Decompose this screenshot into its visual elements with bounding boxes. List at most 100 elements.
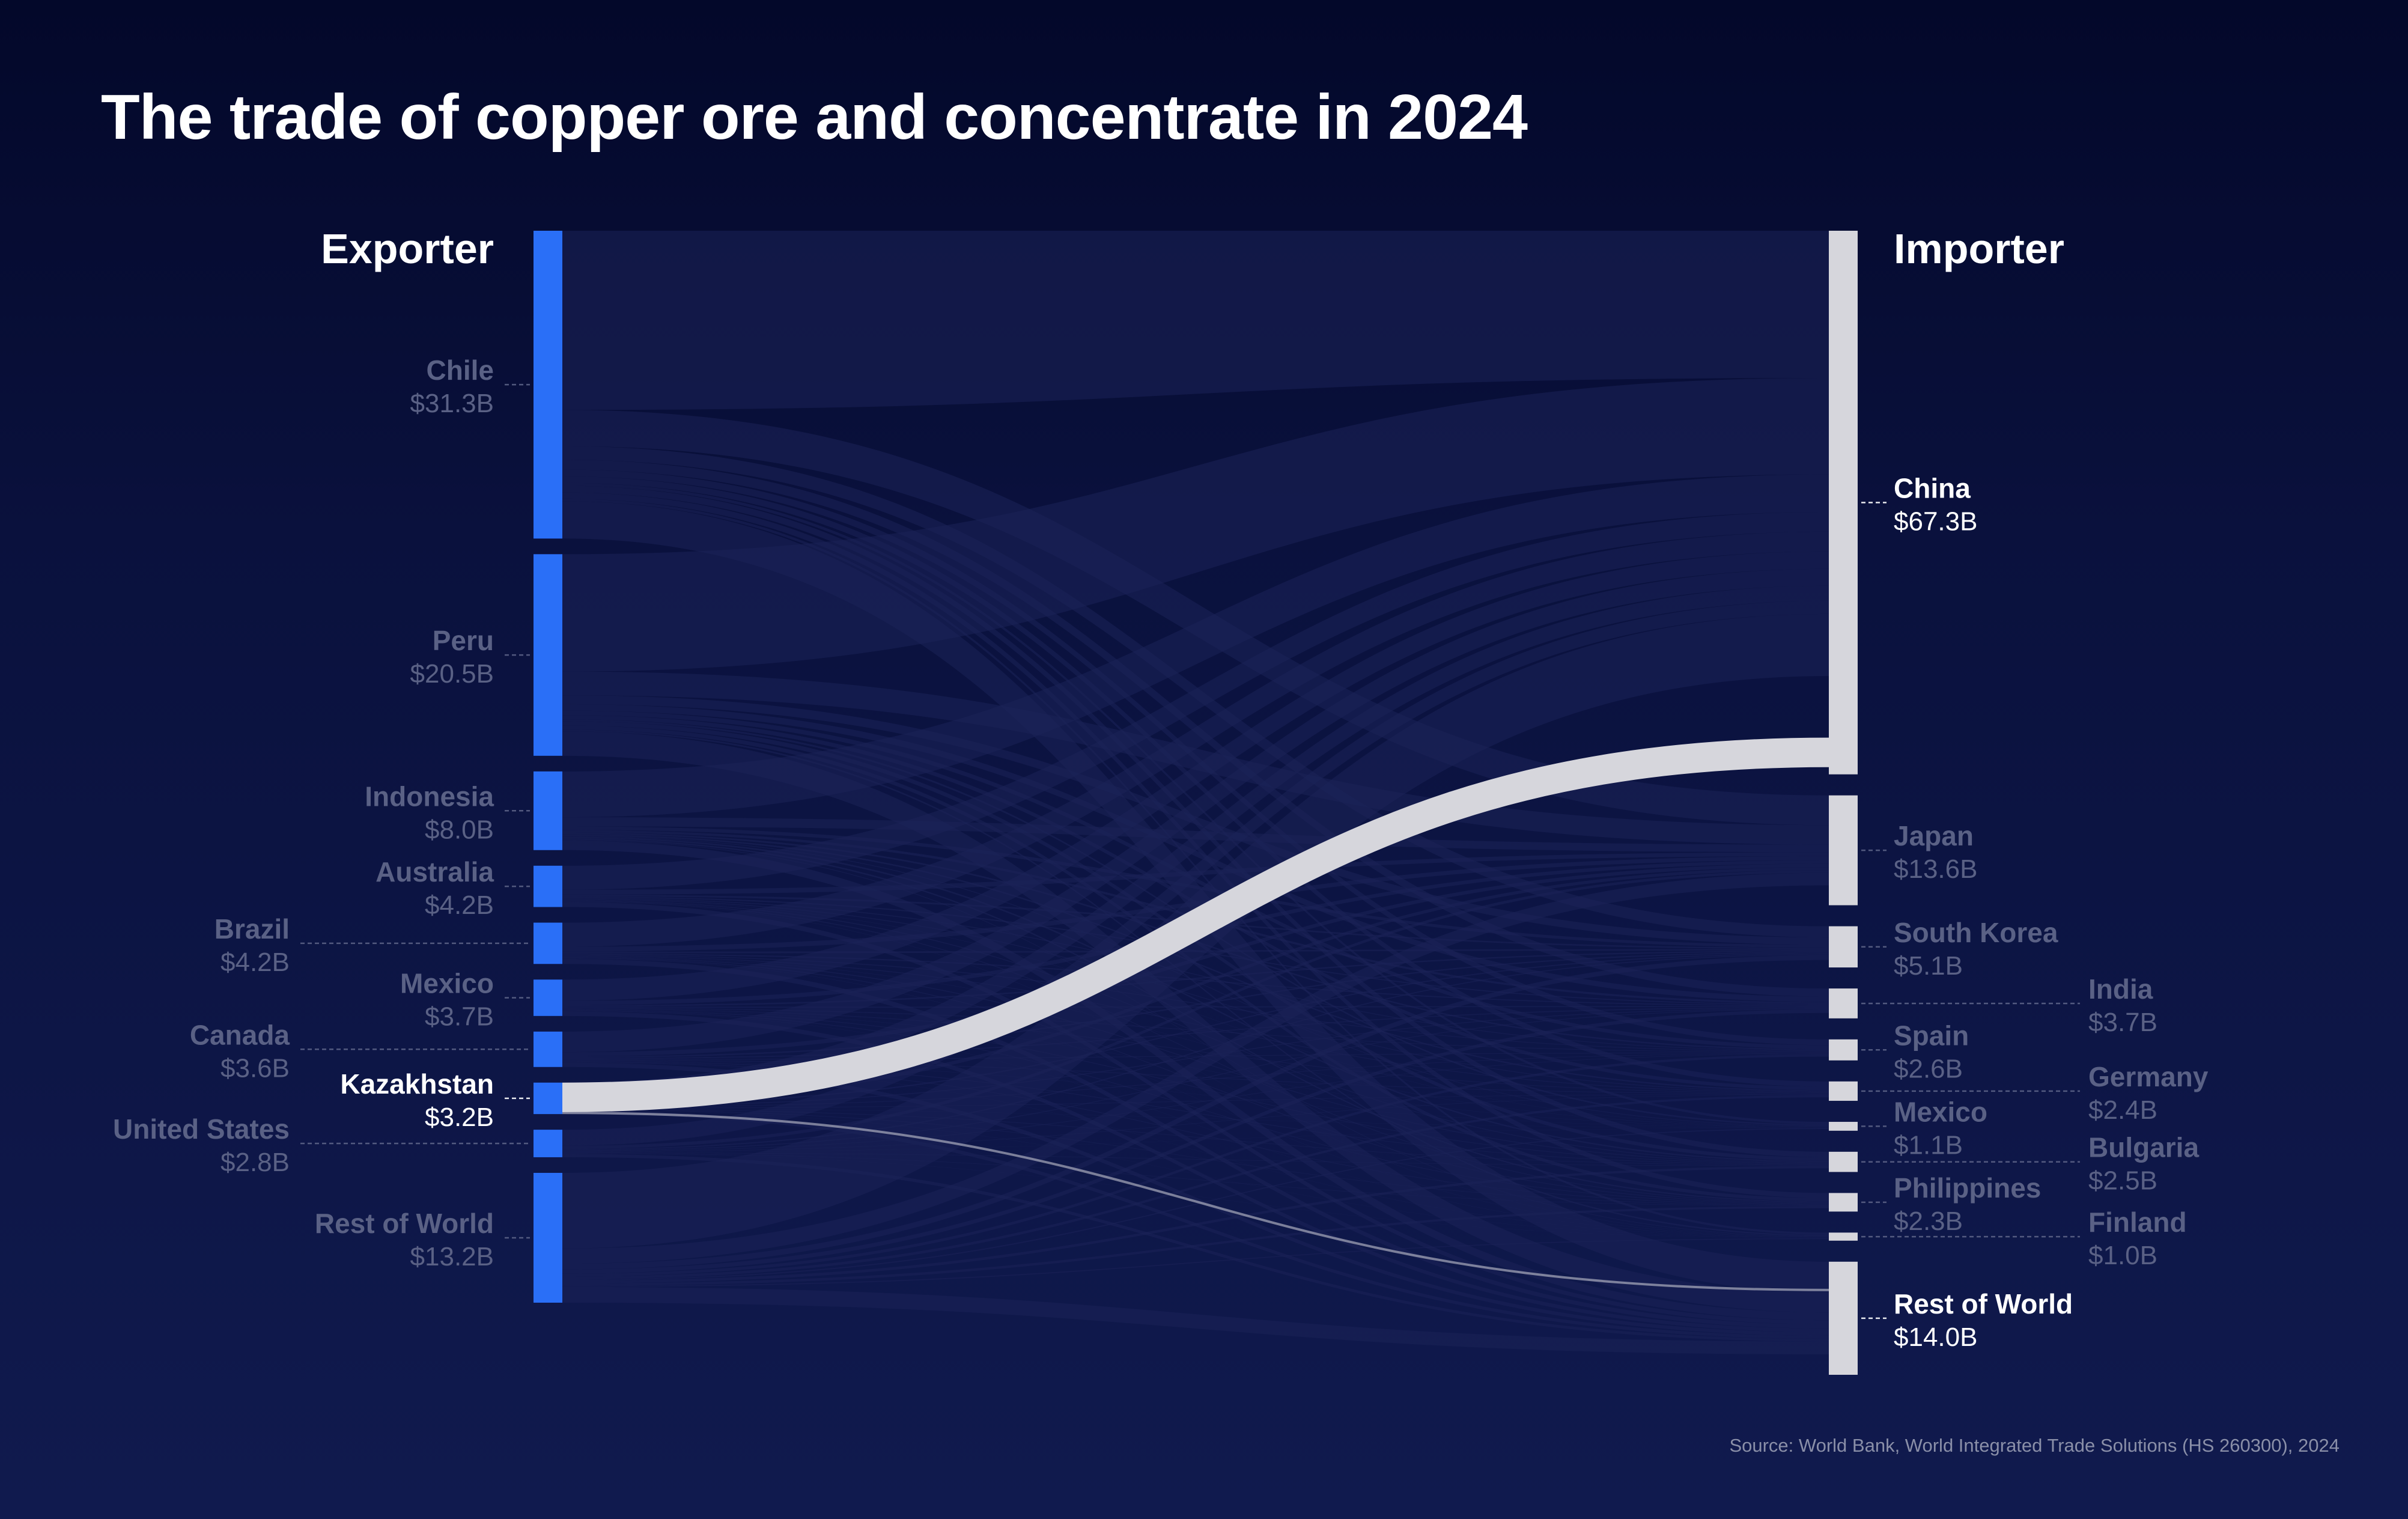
exporter-name-chile: Chile — [427, 355, 494, 386]
flow-rest-of-world-to-finland — [562, 1238, 1829, 1287]
exporter-bar-united-states — [534, 1130, 562, 1157]
flow-kazakhstan-to-south-korea — [562, 953, 1829, 1106]
importer-name-bulgaria: Bulgaria — [2088, 1132, 2199, 1163]
importer-bar-mexico — [1829, 1122, 1858, 1131]
exporter-value-rest-of-world: $13.2B — [410, 1242, 494, 1271]
importer-value-mexico: $1.1B — [1894, 1130, 1963, 1160]
exporter-bar-indonesia — [534, 771, 562, 850]
flow-australia-to-germany — [562, 898, 1829, 1092]
importer-bar-germany — [1829, 1081, 1858, 1101]
flow-united-states-to-south-korea — [562, 954, 1829, 1151]
flow-canada-to-spain — [562, 1052, 1829, 1060]
importer-name-china: China — [1894, 472, 1971, 504]
flow-peru-to-japan — [562, 671, 1829, 845]
flow-indonesia-to-bulgaria — [562, 836, 1829, 1163]
importer-bar-china — [1829, 231, 1858, 775]
importer-bar-japan — [1829, 795, 1858, 906]
flow-canada-to-germany — [562, 1059, 1829, 1094]
exporter-bar-brazil — [534, 922, 562, 964]
exporter-name-indonesia: Indonesia — [365, 781, 494, 812]
importer-value-china: $67.3B — [1894, 507, 1977, 536]
nodes — [534, 231, 1858, 1375]
flow-rest-of-world-to-spain — [562, 1054, 1829, 1277]
flow-united-states-to-spain — [562, 1053, 1829, 1152]
flow-brazil-to-germany — [562, 955, 1829, 1093]
flow-indonesia-to-mexico — [562, 836, 1829, 1127]
flow-kazakhstan-to-finland — [562, 1110, 1829, 1238]
flow-united-states-to-rest-of-world — [562, 1154, 1829, 1342]
flow-kazakhstan-to-germany — [562, 1094, 1829, 1109]
importer-name-india: India — [2088, 973, 2153, 1005]
importer-name-philippines: Philippines — [1894, 1172, 2041, 1204]
flow-canada-to-finland — [562, 1062, 1829, 1238]
exporter-value-peru: $20.5B — [410, 659, 494, 689]
flow-indonesia-to-china — [562, 474, 1829, 818]
exporter-name-mexico: Mexico — [400, 968, 494, 999]
flow-rest-of-world-to-germany — [562, 1095, 1829, 1279]
flow-canada-to-south-korea — [562, 952, 1829, 1058]
flow-mexico-to-germany — [562, 1008, 1829, 1094]
exporter-value-united-states: $2.8B — [220, 1148, 290, 1177]
flow-canada-to-philippines — [562, 1061, 1829, 1205]
flow-kazakhstan-to-mexico — [562, 1108, 1829, 1128]
flow-brazil-to-india — [562, 953, 1829, 1006]
flow-united-states-to-bulgaria — [562, 1152, 1829, 1166]
importer-name-japan: Japan — [1894, 820, 1974, 851]
importer-bar-finland — [1829, 1232, 1858, 1241]
importer-name-finland: Finland — [2088, 1207, 2187, 1238]
importer-bar-india — [1829, 988, 1858, 1018]
exporter-bar-australia — [534, 865, 562, 907]
flow-united-states-to-china — [562, 600, 1829, 1146]
importer-name-rest-of-world: Rest of World — [1894, 1288, 2073, 1320]
flow-brazil-to-china — [562, 531, 1829, 947]
importer-name-mexico: Mexico — [1894, 1096, 1987, 1127]
importer-value-spain: $2.6B — [1894, 1054, 1963, 1083]
importer-name-south-korea: South Korea — [1894, 917, 2058, 948]
importer-value-bulgaria: $2.5B — [2088, 1166, 2157, 1196]
flow-united-states-to-philippines — [562, 1153, 1829, 1207]
flow-united-states-to-india — [562, 1008, 1829, 1151]
flow-indonesia-to-philippines — [562, 838, 1829, 1203]
exporter-name-kazakhstan: Kazakhstan — [340, 1068, 494, 1100]
importer-bar-rest-of-world — [1829, 1261, 1858, 1375]
flow-kazakhstan-to-china — [562, 585, 1829, 1101]
flow-united-states-to-finland — [562, 1154, 1829, 1238]
exporter-name-canada: Canada — [190, 1019, 290, 1050]
flow-united-states-to-japan — [562, 870, 1829, 1149]
flow-peru-to-south-korea — [562, 695, 1829, 945]
exporter-value-kazakhstan: $3.2B — [425, 1103, 494, 1132]
flow-rest-of-world-to-bulgaria — [562, 1166, 1829, 1283]
exporter-bar-canada — [534, 1031, 562, 1067]
flow-chile-to-japan — [562, 410, 1829, 826]
flow-rest-of-world-to-japan — [562, 872, 1829, 1264]
flow-brazil-to-mexico — [562, 956, 1829, 1127]
flow-rest-of-world-to-philippines — [562, 1206, 1829, 1286]
flow-australia-to-bulgaria — [562, 900, 1829, 1163]
flow-brazil-to-finland — [562, 958, 1829, 1238]
flow-australia-to-mexico — [562, 900, 1829, 1127]
importer-value-india: $3.7B — [2088, 1008, 2157, 1037]
flow-united-states-to-germany — [562, 1094, 1829, 1152]
flow-canada-to-mexico — [562, 1061, 1829, 1128]
flow-canada-to-china — [562, 568, 1829, 1053]
flow-brazil-to-spain — [562, 954, 1829, 1052]
exporter-name-brazil: Brazil — [214, 913, 290, 945]
exporter-bar-peru — [534, 554, 562, 756]
flow-brazil-to-philippines — [562, 957, 1829, 1204]
flow-peru-to-finland — [562, 729, 1829, 1237]
flow-mexico-to-south-korea — [562, 950, 1829, 1007]
flow-indonesia-to-finland — [562, 839, 1829, 1237]
flow-kazakhstan-to-spain — [562, 1053, 1829, 1108]
background-flows — [562, 231, 1829, 1354]
importer-value-south-korea: $5.1B — [1894, 951, 1963, 981]
exporter-name-united-states: United States — [113, 1113, 290, 1145]
importer-bar-south-korea — [1829, 926, 1858, 968]
flow-australia-to-china — [562, 512, 1829, 890]
importer-value-rest-of-world: $14.0B — [1894, 1323, 1977, 1352]
flow-peru-to-rest-of-world — [562, 731, 1829, 1313]
importer-bar-bulgaria — [1829, 1151, 1858, 1172]
importer-bar-philippines — [1829, 1193, 1858, 1212]
exporter-header: Exporter — [321, 225, 494, 272]
importer-header: Importer — [1894, 225, 2064, 272]
